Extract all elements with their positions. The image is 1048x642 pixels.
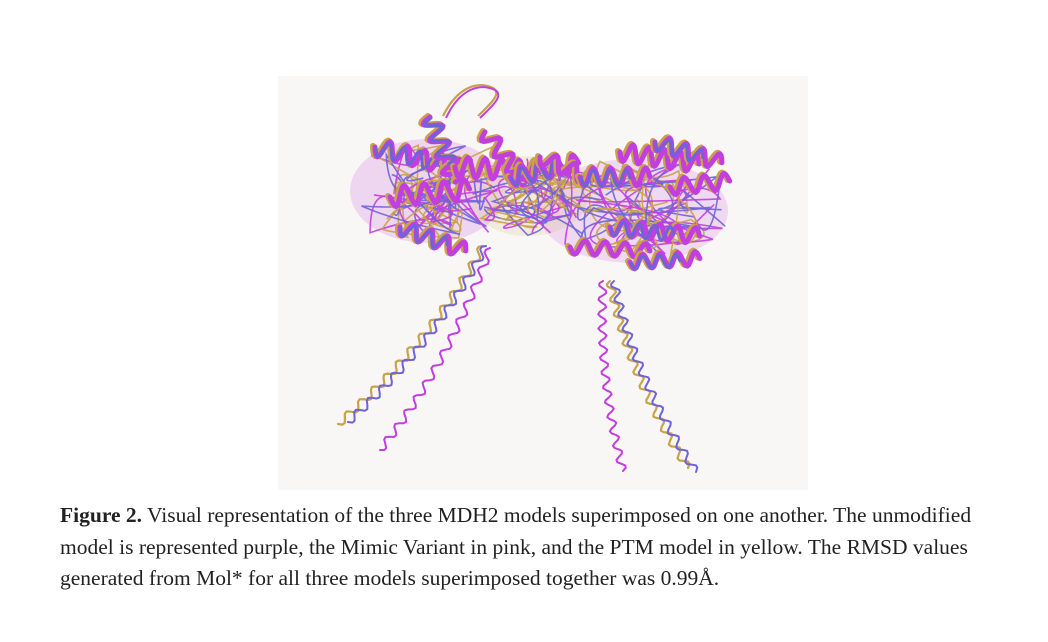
terminal-tail <box>606 279 691 470</box>
helix-ribbon <box>507 152 582 188</box>
helix-ribbon <box>423 116 457 166</box>
protein-structure-figure <box>278 76 808 490</box>
helix-ribbon <box>374 141 439 170</box>
helix-ribbon <box>607 217 703 246</box>
terminal-tail <box>610 280 699 473</box>
helix-ribbon <box>617 142 702 174</box>
protein-tails <box>336 244 699 473</box>
protein-ribbons <box>361 84 733 272</box>
helix-ribbon <box>654 138 705 163</box>
loop-ribbon <box>547 160 705 246</box>
top-loop <box>445 86 500 119</box>
helix-ribbon <box>579 168 632 188</box>
helix-ribbon <box>667 171 733 197</box>
helix-ribbon <box>452 155 543 184</box>
terminal-tail <box>347 245 487 424</box>
helix-ribbon <box>399 223 449 249</box>
loop-ribbon <box>489 164 583 237</box>
top-loop <box>442 84 498 117</box>
superimposed-models-render <box>336 84 733 473</box>
helix-ribbon <box>577 165 653 189</box>
helix-ribbon <box>387 177 473 209</box>
figure-caption: Figure 2. Visual representation of the t… <box>60 500 1000 595</box>
helix-ribbon <box>509 159 561 187</box>
loop-ribbon <box>472 157 572 223</box>
terminal-tail <box>379 247 491 451</box>
terminal-tail <box>597 280 627 472</box>
figure-label: Figure 2. <box>60 503 143 527</box>
helix-ribbon <box>609 220 676 242</box>
helix-ribbon <box>629 253 682 271</box>
caption-text: Visual representation of the three MDH2 … <box>60 503 972 590</box>
terminal-tail <box>336 244 485 426</box>
